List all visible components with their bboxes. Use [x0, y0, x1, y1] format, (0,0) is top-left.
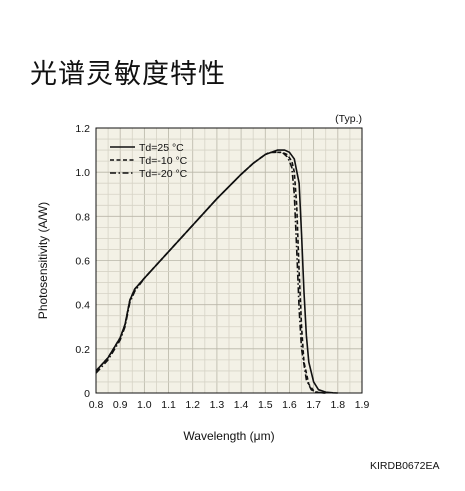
y-tick-label: 0.2	[75, 344, 90, 356]
x-tick-label: 1.7	[306, 399, 321, 411]
x-tick-label: 1.6	[282, 399, 297, 411]
x-tick-label: 1.0	[137, 399, 152, 411]
x-tick-label: 1.2	[185, 399, 200, 411]
x-tick-label: 1.9	[355, 399, 370, 411]
series-lines	[95, 149, 338, 394]
x-axis-title: Wavelength (μm)	[183, 429, 274, 443]
legend-label-2: Td=-10 °C	[139, 155, 188, 167]
y-tick-label: 0.8	[75, 211, 90, 223]
y-tick-label: 1.0	[75, 167, 90, 179]
document-code: KIRDB0672EA	[370, 460, 440, 472]
y-tick-label: 0	[84, 388, 90, 400]
y-axis-title: Photosensitivity (A/W)	[36, 202, 50, 319]
y-tick-label: 1.2	[75, 123, 90, 135]
y-tick-label: 0.6	[75, 256, 90, 268]
x-tick-label: 1.5	[258, 399, 273, 411]
series-line-2	[95, 151, 326, 394]
x-tick-label: 1.1	[161, 399, 176, 411]
x-tick-label: 0.9	[113, 399, 128, 411]
y-tick-label: 0.4	[75, 300, 90, 312]
legend-label-3: Td=-20 °C	[139, 168, 188, 180]
x-tick-label: 1.4	[234, 399, 249, 411]
x-tick-label: 0.8	[89, 399, 104, 411]
series-line-1	[95, 149, 338, 394]
legend-label-1: Td=25 °C	[139, 142, 184, 154]
series-line-3	[95, 151, 326, 394]
x-tick-label: 1.3	[210, 399, 225, 411]
x-tick-label: 1.8	[331, 399, 346, 411]
grid	[95, 127, 363, 394]
legend: Td=25 °CTd=-10 °CTd=-20 °C	[110, 142, 188, 180]
plot-frame	[95, 127, 363, 394]
tick-labels: 0.8 0.9 1.0 1.1 1.2 1.3 1.4 1.5 1.6 1.7 1.8 1.9 0 0.2…	[75, 123, 369, 411]
page-title: 光谱灵敏度特性	[30, 59, 226, 90]
typ-note: (Typ.)	[335, 113, 362, 125]
